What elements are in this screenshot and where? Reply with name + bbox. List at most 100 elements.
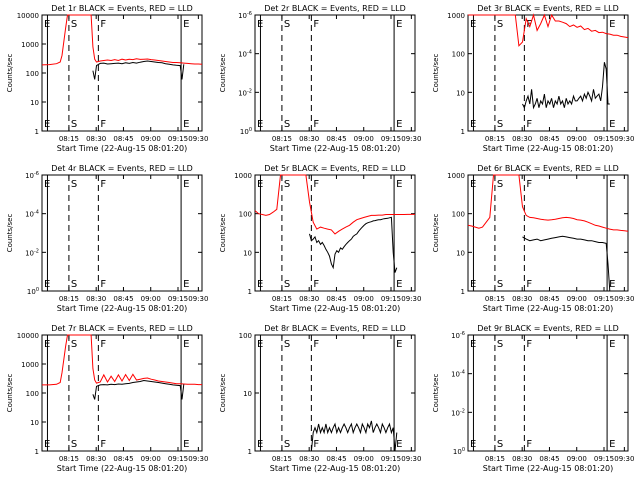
- marker-label-top: S: [71, 339, 77, 350]
- marker-label-bottom: E: [609, 279, 615, 290]
- plot-frame: [467, 174, 629, 292]
- series-line-events: [310, 420, 398, 452]
- x-axis-label: Start Time (22-Aug-15 08:01:20): [57, 464, 188, 473]
- x-tick-label: 09:15: [594, 135, 614, 143]
- x-tick-label: 08:45: [326, 135, 346, 143]
- y-tick-label: 10: [30, 99, 39, 107]
- marker-label-bottom: S: [284, 439, 290, 450]
- x-tick-label: 09:15: [381, 135, 401, 143]
- marker-label-top: E: [396, 179, 402, 190]
- marker-label-bottom: E: [183, 279, 189, 290]
- x-tick-label: 09:15: [168, 135, 188, 143]
- panel-title: Det 2r BLACK = Events, RED = LLD: [264, 4, 406, 13]
- y-tick-label: 10: [243, 390, 252, 398]
- y-tick-label: 10-2: [451, 408, 465, 417]
- y-tick-label: 1: [248, 448, 252, 456]
- x-tick-label: 09:30: [401, 295, 421, 303]
- marker-label-top: E: [609, 19, 615, 30]
- x-axis-label: Start Time (22-Aug-15 08:01:20): [483, 144, 614, 153]
- x-axis-label: Start Time (22-Aug-15 08:01:20): [270, 144, 401, 153]
- marker-label-bottom: F: [313, 439, 319, 450]
- x-tick-label: 08:15: [485, 295, 505, 303]
- marker-label-bottom: F: [526, 439, 532, 450]
- marker-label-top: E: [183, 339, 189, 350]
- marker-label-top: F: [313, 179, 319, 190]
- y-axis-label: Counts/sec: [6, 214, 14, 253]
- y-axis-label: Counts/sec: [432, 374, 440, 413]
- x-tick-label: 09:30: [401, 455, 421, 463]
- y-tick-label: 1: [35, 448, 39, 456]
- marker-label-top: E: [609, 339, 615, 350]
- marker-label-top: S: [497, 339, 503, 350]
- x-tick-label: 09:00: [567, 295, 587, 303]
- y-axis-label: Counts/sec: [219, 374, 227, 413]
- marker-label-top: F: [526, 179, 532, 190]
- y-tick-label: 10-4: [451, 370, 465, 379]
- y-tick-label: 10-2: [25, 248, 39, 257]
- marker-label-bottom: S: [497, 119, 503, 130]
- y-axis-label: Counts/sec: [432, 54, 440, 93]
- marker-label-bottom: S: [284, 279, 290, 290]
- marker-label-top: S: [71, 19, 77, 30]
- y-tick-label: 10-6: [238, 11, 252, 20]
- x-tick-label: 09:00: [141, 455, 161, 463]
- marker-label-bottom: E: [183, 119, 189, 130]
- x-tick-label: 08:45: [113, 135, 133, 143]
- series-line-lld: [467, 174, 629, 232]
- marker-label-bottom: E: [396, 439, 402, 450]
- x-tick-label: 09:15: [168, 455, 188, 463]
- marker-label-top: F: [526, 339, 532, 350]
- panel-9: Det 9r BLACK = Events, RED = LLD 100 10-2 1…: [432, 324, 634, 473]
- marker-label-bottom: F: [100, 279, 106, 290]
- marker-label-top: S: [284, 179, 290, 190]
- y-tick-label: 1: [461, 128, 465, 136]
- y-tick-label: 1000: [21, 41, 39, 49]
- marker-label-bottom: E: [470, 439, 476, 450]
- x-tick-label: 08:45: [539, 135, 559, 143]
- marker-label-bottom: F: [526, 279, 532, 290]
- y-tick-label: 100: [452, 211, 465, 219]
- y-tick-label: 100: [452, 51, 465, 59]
- marker-label-bottom: E: [44, 439, 50, 450]
- marker-label-top: E: [183, 179, 189, 190]
- panel-title: Det 1r BLACK = Events, RED = LLD: [51, 4, 193, 13]
- marker-label-top: E: [257, 339, 263, 350]
- panel-8: Det 8r BLACK = Events, RED = LLD 1 10 100 08…: [219, 324, 421, 473]
- x-tick-label: 08:15: [485, 455, 505, 463]
- y-tick-label: 100: [239, 332, 252, 340]
- y-tick-label: 1: [461, 288, 465, 296]
- marker-label-bottom: E: [44, 279, 50, 290]
- x-tick-label: 09:30: [614, 135, 634, 143]
- y-tick-label: 100: [239, 211, 252, 219]
- marker-label-bottom: F: [313, 279, 319, 290]
- x-tick-label: 09:15: [594, 455, 614, 463]
- marker-label-top: E: [470, 19, 476, 30]
- plot-frame: [467, 14, 629, 132]
- x-tick-label: 09:00: [141, 295, 161, 303]
- y-tick-label: 1000: [234, 172, 252, 180]
- x-tick-label: 08:30: [512, 455, 532, 463]
- series-line-lld: [468, 13, 629, 47]
- panel-7: Det 7r BLACK = Events, RED = LLD 1 10 100 10…: [6, 324, 208, 473]
- x-tick-label: 08:45: [326, 295, 346, 303]
- marker-label-top: E: [257, 19, 263, 30]
- x-tick-label: 09:30: [614, 295, 634, 303]
- panel-1: Det 1r BLACK = Events, RED = LLD 1 10 100 10…: [6, 4, 208, 153]
- marker-label-bottom: E: [257, 279, 263, 290]
- x-axis-label: Start Time (22-Aug-15 08:01:20): [483, 304, 614, 313]
- plot-frame: [254, 14, 416, 132]
- x-tick-label: 08:30: [299, 135, 319, 143]
- panel-title: Det 5r BLACK = Events, RED = LLD: [264, 164, 406, 173]
- x-tick-label: 09:30: [614, 455, 634, 463]
- marker-label-bottom: E: [609, 119, 615, 130]
- marker-label-bottom: S: [71, 279, 77, 290]
- x-tick-label: 08:30: [86, 135, 106, 143]
- x-tick-label: 08:15: [59, 455, 79, 463]
- panel-5: Det 5r BLACK = Events, RED = LLD 1 10 100 10…: [219, 164, 421, 313]
- plot-frame: [254, 334, 416, 452]
- x-tick-label: 09:30: [401, 135, 421, 143]
- x-tick-label: 08:15: [272, 455, 292, 463]
- x-tick-label: 08:30: [86, 295, 106, 303]
- plot-frame: [41, 14, 203, 132]
